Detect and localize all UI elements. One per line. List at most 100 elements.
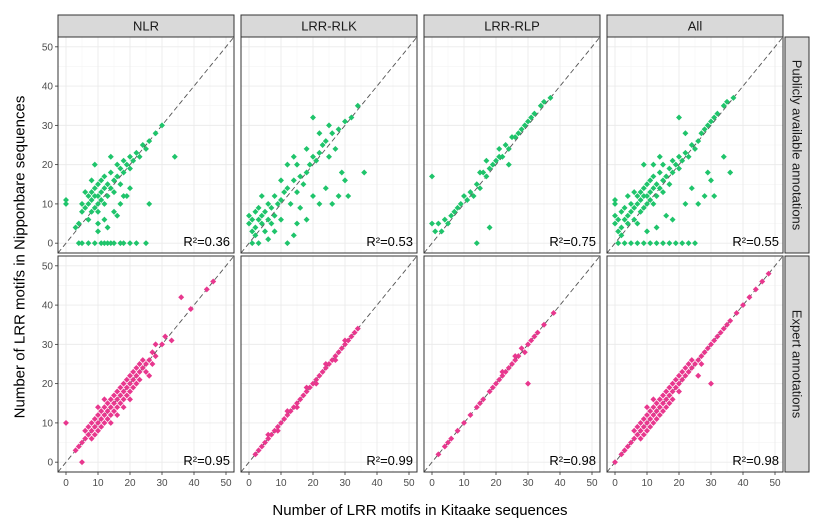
y-tick-label: 0 <box>47 458 53 469</box>
x-tick-label: 10 <box>641 478 653 489</box>
data-point <box>159 341 165 348</box>
data-point <box>310 153 316 160</box>
panel-border <box>423 255 601 473</box>
data-point <box>653 400 660 407</box>
strip-row-1-box <box>784 36 810 254</box>
data-point <box>332 353 339 360</box>
strips-layer: NLR LRR-RLK LRR-RLP All Publicly availab… <box>57 14 810 473</box>
y-tick-label: 30 <box>42 340 54 351</box>
data-point <box>518 345 525 352</box>
data-point <box>290 232 297 239</box>
data-point <box>139 142 146 148</box>
data-point <box>146 357 153 364</box>
data-point <box>127 380 133 387</box>
data-point <box>637 419 644 426</box>
data-point <box>669 396 676 403</box>
data-point <box>644 404 650 411</box>
data-point <box>287 408 294 415</box>
data-point <box>345 193 352 200</box>
data-point <box>361 169 368 176</box>
panel-1-3: R²=0.75 <box>423 36 601 254</box>
data-point <box>143 240 149 247</box>
data-point <box>727 317 734 324</box>
data-point <box>265 431 272 438</box>
panel-2-4: R²=0.98 0 10 20 30 40 50 <box>606 255 784 489</box>
data-point <box>640 431 647 438</box>
y-tick-label: 50 <box>42 261 54 272</box>
data-point <box>637 427 644 434</box>
panels-layer: R²=0.36 0 10 20 30 40 50 R²=0.53 R²=0.75 R²=0.55 R… <box>42 36 784 489</box>
strip-col-4-box <box>606 14 784 38</box>
data-point <box>457 200 464 207</box>
data-point <box>448 212 455 219</box>
data-point <box>281 416 288 422</box>
data-point <box>342 177 348 184</box>
data-point <box>663 388 670 395</box>
data-point <box>692 361 698 367</box>
data-point <box>143 145 149 152</box>
data-point <box>319 142 326 148</box>
data-point <box>656 404 663 411</box>
data-point <box>720 325 727 332</box>
data-point <box>133 372 140 379</box>
data-point <box>618 451 625 458</box>
data-point <box>612 459 618 466</box>
data-point <box>348 114 355 121</box>
data-point <box>669 380 676 387</box>
data-point <box>316 130 323 137</box>
data-point <box>644 419 650 426</box>
x-tick-label: 30 <box>339 478 351 489</box>
x-tick-label: 20 <box>124 478 136 489</box>
panel-2-3: R²=0.98 0 10 20 30 40 50 <box>423 255 601 489</box>
data-point <box>502 368 509 375</box>
data-point <box>130 157 137 164</box>
data-point <box>480 396 487 403</box>
r-squared-label: R²=0.55 <box>732 234 779 249</box>
data-point <box>445 220 451 227</box>
data-point <box>316 372 323 379</box>
data-point <box>255 447 262 454</box>
strip-col-4-label: All <box>688 19 703 34</box>
data-point <box>496 153 503 160</box>
data-point <box>461 193 467 200</box>
data-point <box>483 157 490 164</box>
data-point <box>499 368 506 375</box>
identity-reference-line <box>423 36 601 254</box>
data-point <box>454 427 461 434</box>
y-tick-label: 20 <box>42 160 54 171</box>
data-point <box>130 384 137 391</box>
data-point <box>294 404 300 411</box>
data-point <box>210 278 217 285</box>
data-point <box>765 270 772 277</box>
data-point <box>429 220 435 227</box>
data-point <box>265 236 272 243</box>
data-point <box>653 416 660 422</box>
data-point <box>335 349 342 356</box>
data-point <box>127 396 133 403</box>
x-tick-label: 50 <box>220 478 232 489</box>
data-point <box>740 302 746 309</box>
identity-reference-line <box>240 36 418 254</box>
data-point <box>473 181 480 188</box>
y-axis-title: Number of LRR motifs in Nipponbare seque… <box>12 96 29 419</box>
data-point <box>133 149 140 156</box>
data-point <box>688 364 695 371</box>
data-point <box>624 443 631 450</box>
x-tick-label: 40 <box>371 478 383 489</box>
data-point <box>348 333 355 340</box>
data-point <box>271 193 278 200</box>
data-point <box>672 384 679 391</box>
data-point <box>637 435 644 442</box>
data-point <box>656 412 663 419</box>
data-point <box>294 220 300 227</box>
data-point <box>332 357 339 364</box>
data-point <box>187 306 194 312</box>
data-point <box>300 392 307 399</box>
data-point <box>329 357 336 364</box>
strip-row-2-box <box>784 255 810 473</box>
data-point <box>127 388 133 395</box>
data-point <box>149 361 156 367</box>
y-tick-label: 0 <box>47 239 53 250</box>
data-point <box>310 114 316 121</box>
